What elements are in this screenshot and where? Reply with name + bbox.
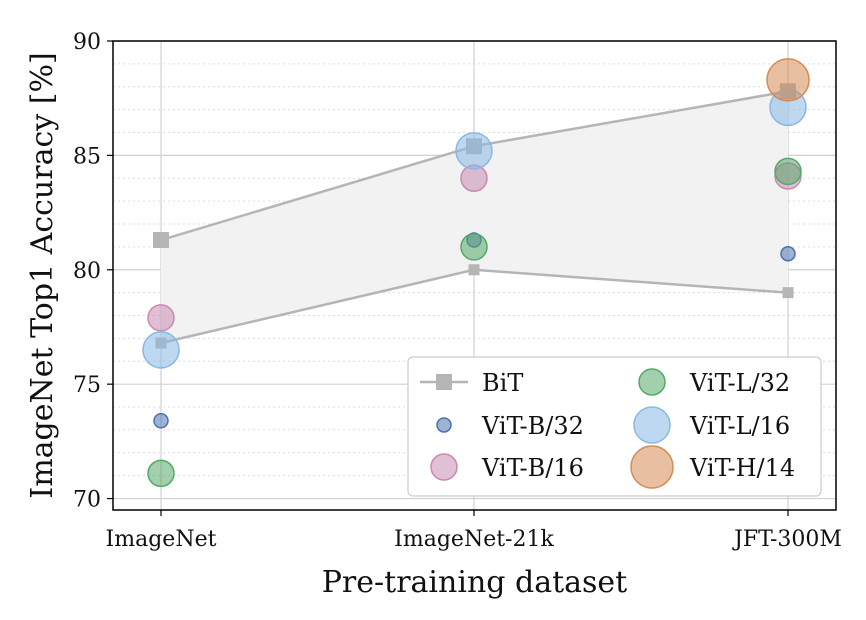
point-vit-b-32 [780, 246, 796, 262]
bit-upper-marker [153, 232, 169, 249]
x-axis-ticks: ImageNet ImageNet-21k JFT-300M [106, 510, 842, 552]
legend-label: ViT-B/16 [481, 454, 584, 482]
point-vit-l-32 [460, 233, 488, 261]
y-tick-label: 85 [73, 144, 101, 169]
legend-marker [630, 445, 674, 489]
y-tick-label: 90 [73, 30, 101, 55]
legend-label: ViT-H/14 [689, 454, 795, 482]
x-tick-label: ImageNet-21k [394, 527, 554, 552]
x-tick-label: ImageNet [106, 527, 217, 552]
legend-box [407, 356, 822, 497]
point-vit-l-16 [142, 331, 180, 369]
y-tick-label: 75 [73, 373, 101, 398]
legend-marker-bit-square [436, 374, 452, 390]
legend-marker [436, 417, 452, 433]
bit-lower-marker [468, 264, 480, 276]
point-vit-b-32 [153, 413, 169, 429]
legend-label: BiT [482, 369, 523, 397]
legend-marker [430, 453, 458, 481]
bit-lower-marker [782, 287, 794, 299]
data-points [142, 58, 810, 488]
y-axis-title: ImageNet Top1 Accuracy [%] [25, 52, 60, 498]
x-axis-title: Pre-training dataset [322, 565, 628, 600]
point-vit-l-16 [455, 132, 493, 170]
legend: BiT ViT-L/32 ViT-B/32 ViT-L/16 ViT-B/16 ViT-H… [407, 356, 822, 497]
legend-label: ViT-B/32 [481, 412, 584, 440]
legend-label: ViT-L/16 [689, 412, 790, 440]
point-vit-l-32 [147, 459, 175, 488]
y-tick-label: 80 [73, 259, 101, 284]
legend-label: ViT-L/32 [689, 369, 790, 397]
y-tick-label: 70 [73, 488, 101, 513]
legend-marker [633, 406, 671, 444]
point-vit-h-14 [766, 58, 810, 102]
point-vit-b-16 [147, 304, 175, 332]
point-vit-l-32 [774, 157, 802, 186]
y-axis-ticks: 70 75 80 85 90 [73, 30, 113, 513]
x-tick-label: JFT-300M [732, 527, 842, 552]
legend-marker [638, 368, 666, 396]
